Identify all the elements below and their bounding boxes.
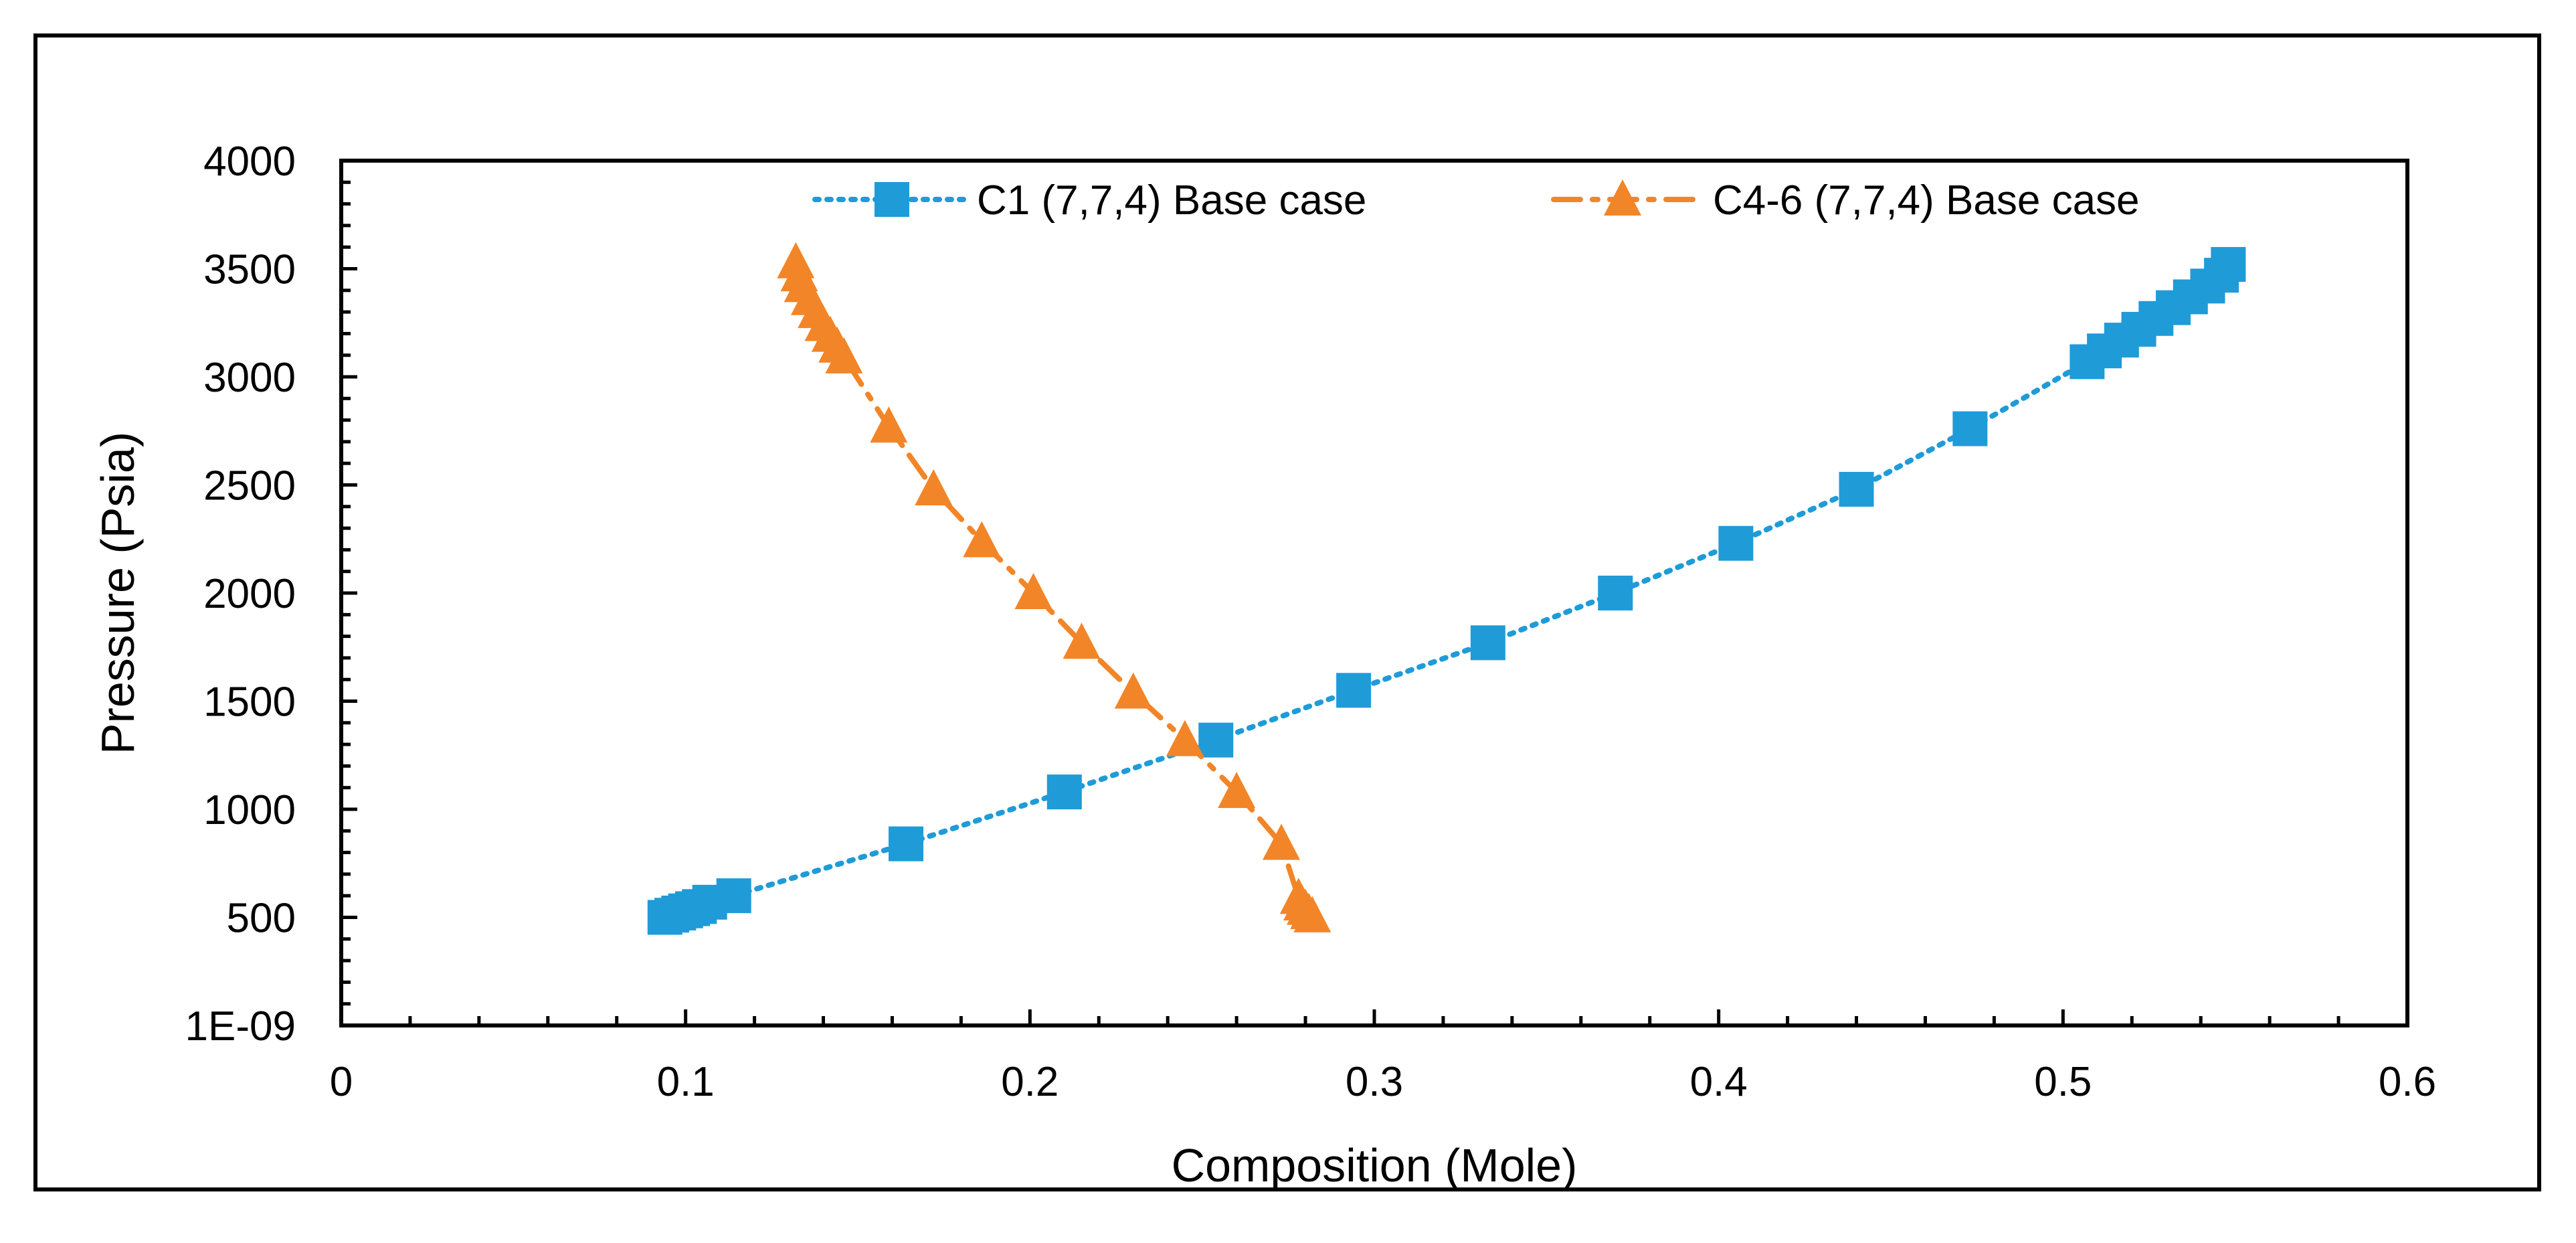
legend-marker-c1 (875, 182, 909, 217)
y-tick-label: 1E-09 (185, 1003, 296, 1050)
data-point (1046, 774, 1082, 810)
series-layer (647, 242, 2246, 935)
x-tick-label: 0.3 (1346, 1059, 1403, 1105)
y-tick-label: 3500 (203, 247, 296, 293)
axes-layer (339, 159, 2409, 1027)
series-line (793, 259, 1315, 919)
series-line (662, 262, 2231, 920)
x-tick-label: 0.1 (657, 1059, 715, 1105)
data-point (1166, 720, 1204, 756)
y-tick-label: 2500 (203, 463, 296, 509)
data-point (963, 521, 1001, 558)
data-point (716, 878, 751, 914)
x-tick-label: 0.6 (2379, 1059, 2436, 1105)
data-point (915, 469, 953, 505)
data-point (825, 337, 863, 374)
data-point (1598, 576, 1633, 610)
x-tick-label: 0.5 (2034, 1059, 2092, 1105)
series-0 (647, 247, 2246, 935)
data-point (1114, 672, 1152, 709)
legend-label-c1: C1 (7,7,4) Base case (977, 177, 1366, 224)
y-tick-label: 2000 (203, 571, 296, 617)
y-tick-label: 500 (227, 896, 296, 942)
y-tick-label: 4000 (203, 139, 296, 185)
legend-marker-c4-6 (1604, 179, 1641, 216)
chart-frame (33, 33, 2541, 1191)
data-point (870, 406, 908, 443)
legend: C1 (7,7,4) Base case C4-6 (7,7,4) Base c… (812, 177, 2140, 224)
data-point (1014, 573, 1052, 609)
data-point (1336, 673, 1372, 708)
data-point (1718, 525, 1754, 561)
data-point (2211, 247, 2246, 282)
data-point (1218, 772, 1256, 809)
x-axis-title: Composition (Mole) (1172, 1139, 1578, 1191)
x-tick-label: 0.4 (1690, 1059, 1748, 1105)
data-point (1470, 625, 1505, 661)
y-tick-label: 1500 (203, 679, 296, 726)
y-tick-label: 1000 (203, 787, 296, 833)
plot-area-border (339, 159, 2409, 1027)
data-point (1952, 411, 1988, 446)
data-point (889, 826, 924, 861)
legend-label-c4-6: C4-6 (7,7,4) Base case (1713, 177, 2140, 224)
data-point (1198, 722, 1234, 758)
data-point (1063, 623, 1101, 659)
x-tick-label: 0 (330, 1059, 353, 1105)
x-tick-label: 0.2 (1001, 1059, 1059, 1105)
data-point (1839, 471, 1874, 507)
series-1 (777, 242, 1331, 932)
y-tick-label: 3000 (203, 355, 296, 401)
data-point (1263, 823, 1301, 860)
ticks-layer: 0 0.1 0.2 0.3 0.4 0.5 0.6 1E-09 500 1000 1500 2000 2… (185, 139, 2437, 1105)
y-axis-title: Pressure (Psia) (92, 432, 144, 754)
data-point (1293, 896, 1331, 932)
